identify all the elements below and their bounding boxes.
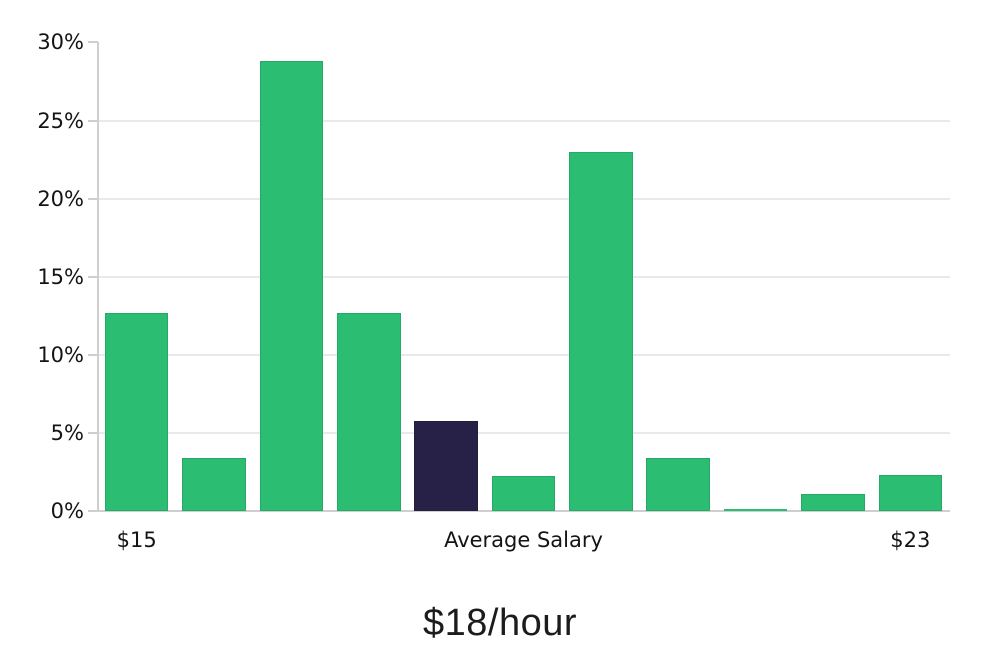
gridline bbox=[98, 119, 950, 122]
y-tick-label: 15% bbox=[37, 264, 84, 289]
y-tick-mark bbox=[88, 431, 98, 434]
y-tick-mark bbox=[88, 353, 98, 356]
chart-title: $18/hour bbox=[422, 602, 577, 644]
bar bbox=[491, 475, 556, 511]
y-tick-mark bbox=[88, 275, 98, 278]
x-tick-label: $23 bbox=[890, 528, 931, 552]
y-tick-label: 0% bbox=[50, 499, 84, 523]
gridline bbox=[98, 353, 950, 356]
y-tick-label: 5% bbox=[50, 420, 84, 445]
x-tick-label: $15 bbox=[116, 528, 157, 552]
gridline bbox=[98, 431, 950, 434]
bar bbox=[646, 457, 710, 511]
bar bbox=[723, 509, 788, 511]
bar-highlight bbox=[414, 421, 478, 511]
bar bbox=[801, 493, 865, 511]
y-tick-mark bbox=[88, 510, 98, 512]
bar bbox=[259, 61, 324, 511]
bar bbox=[104, 313, 169, 511]
gridline bbox=[98, 275, 950, 278]
bar bbox=[182, 457, 246, 511]
y-axis-line bbox=[97, 42, 99, 512]
y-tick-label: 30% bbox=[37, 30, 84, 55]
x-axis-line bbox=[97, 510, 950, 512]
y-tick-label: 10% bbox=[37, 342, 84, 367]
y-tick-label: 20% bbox=[37, 186, 84, 211]
bar bbox=[878, 475, 943, 511]
bar bbox=[337, 313, 401, 511]
bar bbox=[569, 151, 633, 511]
gridline bbox=[98, 197, 950, 200]
y-tick-label: 25% bbox=[37, 108, 84, 133]
y-tick-mark bbox=[88, 119, 98, 122]
x-tick-label: Average Salary bbox=[444, 528, 603, 552]
y-tick-mark bbox=[88, 197, 98, 200]
y-tick-mark bbox=[88, 41, 98, 44]
